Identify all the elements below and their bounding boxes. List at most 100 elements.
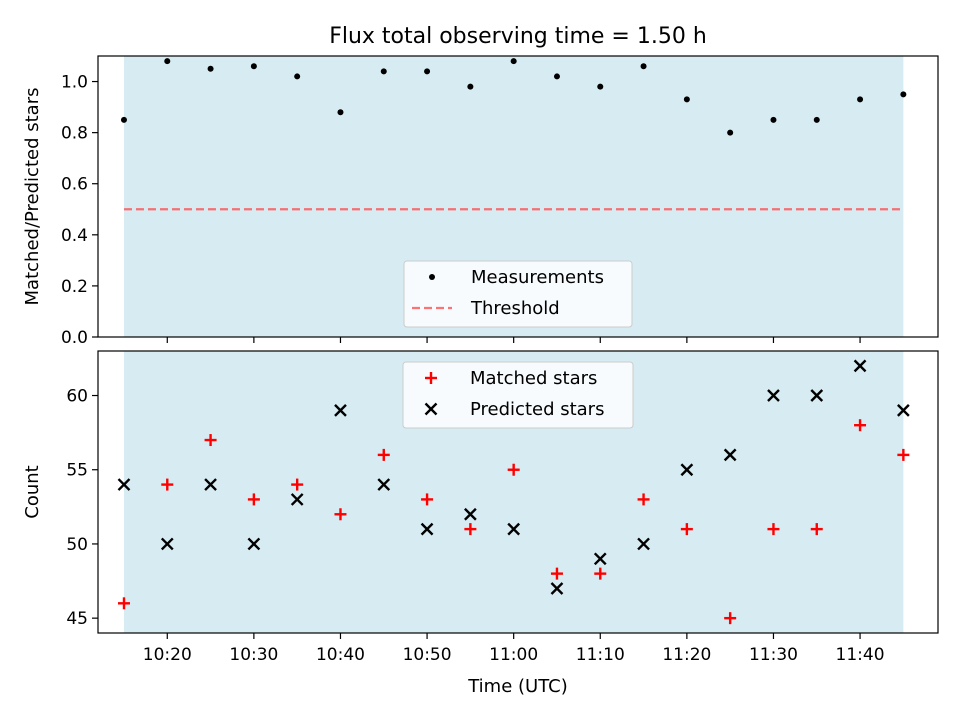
x-stroke-b	[204, 478, 217, 491]
measurement-point	[900, 91, 907, 98]
measurement-point	[727, 129, 734, 136]
legend-label: Measurements	[471, 267, 604, 288]
matched-star-marker	[637, 493, 650, 506]
matched-star-marker	[204, 434, 217, 447]
y-tick-label: 60	[66, 387, 88, 407]
x-stroke-b	[550, 582, 564, 595]
x-stroke-b	[853, 359, 867, 373]
measurement-point	[683, 96, 690, 103]
predicted-star-marker	[204, 478, 217, 491]
predicted-star-marker	[160, 537, 174, 551]
predicted-star-marker	[117, 478, 131, 491]
measurement-point	[813, 116, 820, 123]
y-tick-label: 0.2	[61, 277, 88, 297]
x-stroke-b	[117, 478, 131, 491]
series-predicted-stars	[117, 359, 910, 595]
predicted-star-marker	[810, 389, 824, 402]
x-stroke-b	[507, 522, 521, 536]
series-measurements	[120, 58, 907, 136]
x-stroke-b	[897, 404, 910, 417]
x-tick-label: 11:30	[749, 645, 798, 665]
predicted-star-marker	[377, 478, 391, 491]
predicted-star-marker	[680, 463, 694, 477]
predicted-star-marker	[593, 552, 607, 566]
y-tick-label: 0.8	[61, 124, 88, 144]
matched-star-marker	[767, 523, 780, 536]
legend: Measurements Threshold	[403, 260, 633, 328]
x-tick-label: 10:30	[229, 645, 278, 665]
legend-label: Threshold	[470, 298, 560, 319]
matched-star-marker	[724, 612, 737, 625]
measurement-point	[770, 116, 777, 123]
matched-star-marker	[291, 478, 304, 491]
matched-star-marker	[680, 523, 693, 536]
x-tick-label: 10:40	[316, 645, 365, 665]
legend-label: Predicted stars	[470, 399, 604, 420]
measurement-point	[164, 58, 171, 65]
measurement-point	[424, 68, 431, 75]
predicted-star-marker	[767, 389, 780, 402]
predicted-star-marker	[247, 537, 261, 551]
predicted-star-marker	[550, 582, 564, 595]
x-stroke-b	[723, 448, 737, 462]
legend: Matched stars Predicted stars	[402, 361, 634, 429]
matched-star-marker	[810, 523, 823, 536]
matched-star-marker	[117, 597, 130, 610]
predicted-star-marker	[420, 522, 434, 536]
x-stroke-b	[160, 537, 174, 551]
matched-star-marker	[334, 508, 347, 521]
y-tick-label: 0.6	[61, 175, 88, 195]
predicted-star-marker	[897, 404, 910, 417]
legend-box	[402, 361, 634, 429]
matched-star-marker	[897, 448, 910, 461]
x-axis-label: Time (UTC)	[467, 676, 568, 697]
matched-star-marker	[421, 493, 434, 506]
axes-frame	[97, 350, 939, 634]
matched-star-marker	[377, 448, 390, 461]
legend-dot-icon	[429, 274, 435, 280]
y-tick-label: 0.0	[61, 328, 88, 348]
measurement-point	[857, 96, 864, 103]
x-tick-label: 10:20	[143, 645, 192, 665]
legend-label: Matched stars	[470, 368, 597, 389]
legend-x-icon	[424, 402, 438, 416]
legend-box	[403, 260, 633, 328]
x-stroke-b	[420, 522, 434, 536]
matched-star-marker	[550, 567, 563, 580]
top-y-axis-label: Matched/Predicted stars	[22, 88, 43, 306]
matched-star-marker	[854, 419, 867, 432]
predicted-star-marker	[290, 493, 304, 506]
x-stroke-b	[637, 537, 650, 551]
x-stroke-b	[377, 478, 391, 491]
x-stroke-b	[680, 463, 694, 477]
matched-star-marker	[594, 567, 607, 580]
y-tick-label: 1.0	[61, 73, 88, 93]
measurement-point	[597, 83, 604, 90]
x-stroke-b	[334, 404, 347, 417]
bottom-y-axis-label: Count	[22, 465, 43, 518]
matched-star-marker	[247, 493, 260, 506]
measurement-point	[380, 68, 387, 75]
predicted-star-marker	[853, 359, 867, 373]
x-stroke-b	[290, 493, 304, 506]
predicted-star-marker	[464, 507, 477, 521]
matched-star-marker	[161, 478, 174, 491]
y-tick-label: 45	[66, 609, 88, 629]
predicted-star-marker	[723, 448, 737, 462]
matched-star-marker	[507, 463, 520, 476]
measurement-point	[120, 116, 127, 123]
y-tick-label: 55	[66, 461, 88, 481]
y-tick-label: 50	[66, 535, 88, 555]
matched-star-marker	[464, 523, 477, 536]
x-tick-label: 10:50	[403, 645, 452, 665]
x-stroke-b	[464, 507, 477, 521]
x-tick-label: 11:40	[836, 645, 885, 665]
series-matched-stars	[117, 419, 910, 625]
top-panel: 0.0 0.2 0.4 0.6 0.8 1.0 Measurements Threshold	[61, 55, 939, 348]
measurement-point	[640, 63, 647, 70]
x-tick-label: 11:00	[489, 645, 538, 665]
measurement-point	[250, 63, 257, 70]
x-stroke-b	[767, 389, 780, 402]
axes-frame	[97, 55, 939, 338]
